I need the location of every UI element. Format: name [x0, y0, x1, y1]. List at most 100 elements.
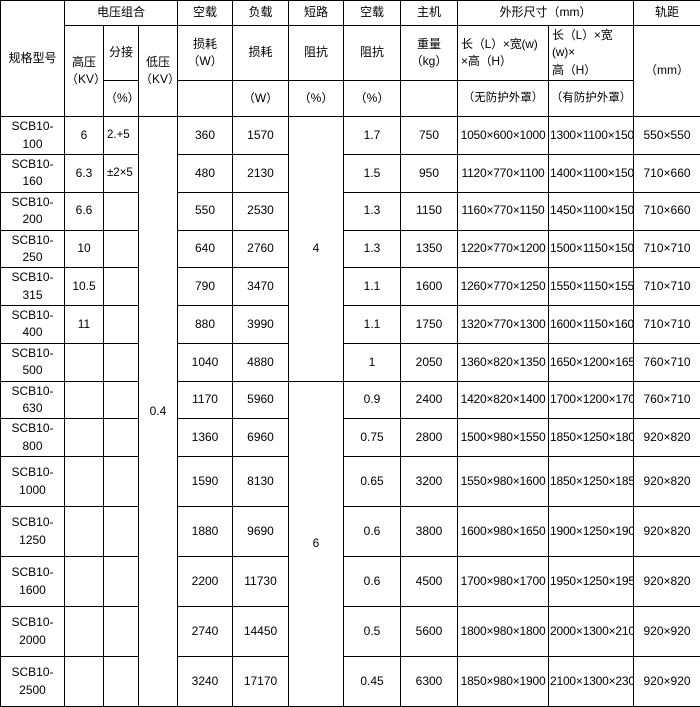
- cell-rail-gauge: 920×820: [634, 557, 700, 607]
- cell-load-loss: 3470: [233, 268, 289, 306]
- cell-dim-cover: 1900×1250×1900: [549, 507, 634, 557]
- cell-load-loss: 3990: [233, 306, 289, 344]
- header-sub-row-2: （%） （W） （%） （%） （无防护外罩） （有防护外罩）: [1, 81, 700, 117]
- cell-load-loss: 17170: [233, 657, 289, 707]
- cell-no-load-loss: 2200: [178, 557, 233, 607]
- cell-model: SCB10-500: [1, 343, 65, 381]
- table-row: SCB10- 2500 3240 17170 0.45 6300 1850×98…: [1, 657, 700, 707]
- cell-sc-impedance-merged-upper: 4: [289, 117, 344, 381]
- cell-weight: 6300: [401, 657, 458, 707]
- cell-weight: 2050: [401, 343, 458, 381]
- table-row: SCB10-315 10.5 790 3470 1.1 1600 1260×77…: [1, 268, 700, 306]
- cell-weight: 1750: [401, 306, 458, 344]
- cell-dim-cover: 1550×1150×1550: [549, 268, 634, 306]
- header-dim-no-cover-note: （无防护外罩）: [458, 81, 549, 117]
- header-lv: 低压 （KV）: [139, 26, 178, 117]
- header-dim-cover-line2: 高（H）: [552, 62, 632, 79]
- cell-dim-cover: 1950×1250×1950: [549, 557, 634, 607]
- cell-model: SCB10-315: [1, 268, 65, 306]
- cell-load-loss: 11730: [233, 557, 289, 607]
- header-voltage-combo: 电压组合: [65, 1, 178, 26]
- cell-no-load-loss: 880: [178, 306, 233, 344]
- cell-rail-gauge: 920×920: [634, 657, 700, 707]
- cell-model-line1: SCB10-: [2, 514, 63, 531]
- cell-rail-gauge: 710×660: [634, 192, 700, 230]
- table-row: SCB10- 1600 2200 11730 0.6 4500 1700×980…: [1, 557, 700, 607]
- cell-load-loss: 2130: [233, 154, 289, 192]
- header-hv-unit: （KV）: [66, 71, 102, 88]
- cell-rail-gauge: 710×710: [634, 268, 700, 306]
- header-weight: 重量 （kg）: [401, 26, 458, 81]
- cell-dim-cover: 2000×1300×2100: [549, 607, 634, 657]
- cell-nl-impedance: 0.6: [344, 557, 401, 607]
- cell-rail-gauge: 920×820: [634, 507, 700, 557]
- header-hv: 高压 （KV）: [65, 26, 104, 117]
- cell-dim-no-cover: 1260×770×1250: [458, 268, 549, 306]
- cell-no-load-loss: 360: [178, 117, 233, 155]
- header-hv-label: 高压: [66, 54, 102, 71]
- cell-tap: [104, 607, 139, 657]
- header-sc-impedance: 阻抗: [289, 26, 344, 81]
- cell-nl-impedance: 0.65: [344, 457, 401, 507]
- header-weight-label: 重量: [402, 36, 456, 53]
- header-load-group: 负载: [233, 1, 289, 26]
- cell-hv: [65, 419, 104, 457]
- cell-dim-no-cover: 1550×980×1600: [458, 457, 549, 507]
- header-rail-gauge-group: 轨距: [634, 1, 700, 26]
- header-no-load-loss-empty: [178, 81, 233, 117]
- cell-model: SCB10-800: [1, 419, 65, 457]
- cell-model: SCB10-160: [1, 154, 65, 192]
- cell-rail-gauge: 760×710: [634, 343, 700, 381]
- cell-no-load-loss: 550: [178, 192, 233, 230]
- cell-tap: [104, 557, 139, 607]
- cell-dim-no-cover: 1500×980×1550: [458, 419, 549, 457]
- cell-tap: [104, 507, 139, 557]
- header-load-loss-unit: （W）: [233, 81, 289, 117]
- cell-model-line2: 2500: [2, 682, 63, 699]
- cell-no-load-loss: 2740: [178, 607, 233, 657]
- table-row: SCB10-630 1170 5960 6 0.9 2400 1420×820×…: [1, 381, 700, 419]
- cell-nl-impedance: 1.1: [344, 306, 401, 344]
- cell-nl-impedance: 1.3: [344, 192, 401, 230]
- cell-tap: [104, 268, 139, 306]
- cell-rail-gauge: 920×820: [634, 457, 700, 507]
- cell-hv: [65, 557, 104, 607]
- cell-weight: 2800: [401, 419, 458, 457]
- header-dim-cover-note: （有防护外罩）: [549, 81, 634, 117]
- cell-hv: [65, 343, 104, 381]
- cell-load-loss: 6960: [233, 419, 289, 457]
- cell-load-loss: 9690: [233, 507, 289, 557]
- cell-weight: 1350: [401, 230, 458, 268]
- header-lv-unit: （KV）: [140, 71, 176, 88]
- cell-tap: [104, 657, 139, 707]
- header-nl-impedance: 阻抗: [344, 26, 401, 81]
- cell-no-load-loss: 1040: [178, 343, 233, 381]
- cell-model: SCB10-250: [1, 230, 65, 268]
- cell-hv: 6.6: [65, 192, 104, 230]
- cell-model-line2: 1250: [2, 532, 63, 549]
- table-row: SCB10-500 1040 4880 1 2050 1360×820×1350…: [1, 343, 700, 381]
- cell-hv: 6: [65, 117, 104, 155]
- cell-dim-no-cover: 1600×980×1650: [458, 507, 549, 557]
- cell-load-loss: 1570: [233, 117, 289, 155]
- header-nl-impedance-unit: （%）: [344, 81, 401, 117]
- header-sc-impedance-unit: （%）: [289, 81, 344, 117]
- table-row: SCB10-200 6.6 550 2530 1.3 1150 1160×770…: [1, 192, 700, 230]
- cell-weight: 3800: [401, 507, 458, 557]
- header-no-load-group: 空载: [178, 1, 233, 26]
- cell-rail-gauge: 920×920: [634, 607, 700, 657]
- header-load-loss: 损耗: [233, 26, 289, 81]
- cell-nl-impedance: 0.9: [344, 381, 401, 419]
- header-lv-label: 低压: [140, 54, 176, 71]
- header-no-load-group-2: 空载: [344, 1, 401, 26]
- cell-no-load-loss: 790: [178, 268, 233, 306]
- cell-weight: 750: [401, 117, 458, 155]
- cell-no-load-loss: 480: [178, 154, 233, 192]
- cell-model-line1: SCB10-: [2, 564, 63, 581]
- cell-nl-impedance: 1.7: [344, 117, 401, 155]
- cell-load-loss: 5960: [233, 381, 289, 419]
- cell-model-line1: SCB10-: [2, 614, 63, 631]
- table-row: SCB10-800 1360 6960 0.75 2800 1500×980×1…: [1, 419, 700, 457]
- cell-hv: [65, 507, 104, 557]
